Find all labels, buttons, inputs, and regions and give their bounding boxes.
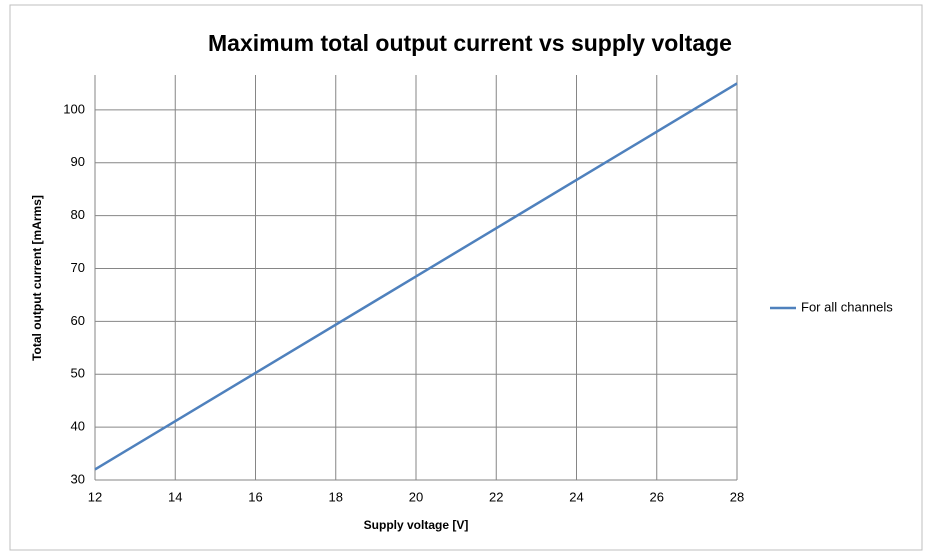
y-tick-label: 50 — [71, 366, 85, 381]
x-tick-label: 24 — [569, 489, 583, 504]
chart-title: Maximum total output current vs supply v… — [208, 30, 732, 56]
x-axis-label: Supply voltage [V] — [364, 518, 469, 532]
x-tick-label: 20 — [409, 489, 423, 504]
y-tick-label: 70 — [71, 260, 85, 275]
y-tick-label: 60 — [71, 313, 85, 328]
data-line — [94, 82, 738, 471]
x-tick-label: 22 — [489, 489, 503, 504]
x-tick-label: 28 — [730, 489, 744, 504]
x-tick-label: 18 — [329, 489, 343, 504]
y-tick-label: 80 — [71, 207, 85, 222]
x-tick-label: 16 — [248, 489, 262, 504]
y-tick-label: 30 — [71, 471, 85, 486]
y-tick-label: 100 — [63, 101, 85, 116]
x-tick-label: 12 — [88, 489, 102, 504]
legend-label: For all channels — [801, 299, 893, 314]
y-tick-label: 40 — [71, 419, 85, 434]
y-tick-label: 90 — [71, 154, 85, 169]
chart-border — [9, 4, 923, 551]
x-tick-label: 14 — [168, 489, 182, 504]
x-tick-label: 26 — [650, 489, 664, 504]
y-axis-label: Total output current [mArms] — [30, 195, 44, 361]
